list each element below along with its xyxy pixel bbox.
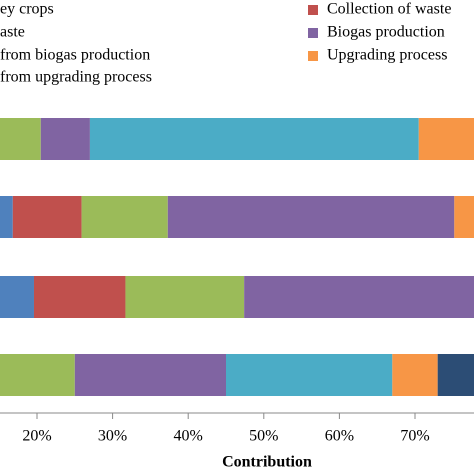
- bar-segment: [437, 354, 474, 396]
- x-tick-label: 70%: [400, 428, 429, 445]
- bar-segment: [81, 196, 168, 238]
- bar-segment: [0, 118, 41, 160]
- bar-segment: [418, 118, 474, 160]
- bar-segment: [0, 354, 75, 396]
- legend-marker: [308, 28, 318, 38]
- x-axis-label: Contribution: [222, 454, 312, 471]
- legend-label: aste: [0, 24, 25, 41]
- bar-segment: [392, 354, 438, 396]
- x-tick-label: 30%: [98, 428, 127, 445]
- legend-label: ey crops: [0, 1, 54, 18]
- legend-label: Upgrading process: [327, 47, 447, 64]
- bar-segment: [89, 118, 419, 160]
- x-tick-label: 20%: [22, 428, 51, 445]
- x-tick-label: 50%: [249, 428, 278, 445]
- x-tick-label: 40%: [174, 428, 203, 445]
- bar-segment: [0, 276, 34, 318]
- legend-label: from biogas production: [0, 47, 150, 64]
- legend-label: Collection of waste: [327, 1, 451, 18]
- bar-segment: [226, 354, 393, 396]
- bar-segment: [454, 196, 474, 238]
- bar-segment: [12, 196, 82, 238]
- bar-segment: [33, 276, 126, 318]
- bar-segment: [74, 354, 226, 396]
- legend-label: from upgrading process: [0, 69, 152, 86]
- legend-label: Biogas production: [327, 24, 445, 41]
- bar-segment: [40, 118, 90, 160]
- plot-area: [0, 118, 474, 396]
- bar-segment: [125, 276, 245, 318]
- bar-segment: [244, 276, 474, 318]
- legend-marker: [308, 5, 318, 15]
- bar-segment: [167, 196, 455, 238]
- legend-marker: [308, 51, 318, 61]
- x-tick-label: 60%: [325, 428, 354, 445]
- bar-segment: [0, 196, 13, 238]
